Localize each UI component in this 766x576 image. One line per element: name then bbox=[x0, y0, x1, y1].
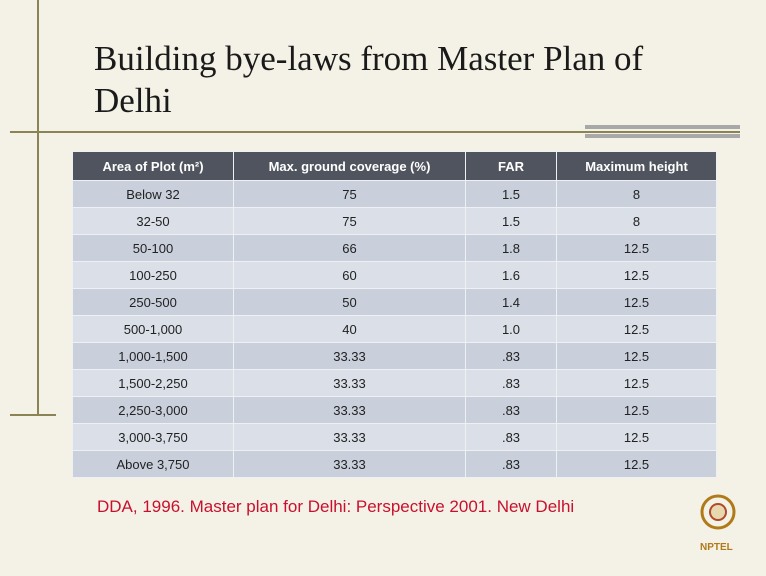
table-cell: 2,250-3,000 bbox=[72, 396, 234, 424]
header-row: Area of Plot (m²) Max. ground coverage (%… bbox=[72, 151, 717, 181]
table-cell: 12.5 bbox=[556, 234, 717, 262]
table-cell: 40 bbox=[233, 315, 466, 343]
header-cell: Area of Plot (m²) bbox=[72, 151, 234, 181]
table-cell: 50 bbox=[233, 288, 466, 316]
header-cell: FAR bbox=[465, 151, 557, 181]
header-cell: Maximum height bbox=[556, 151, 717, 181]
table-cell: 1,500-2,250 bbox=[72, 369, 234, 397]
table-cell: 12.5 bbox=[556, 450, 717, 478]
table-cell: 66 bbox=[233, 234, 466, 262]
table-cell: 8 bbox=[556, 207, 717, 235]
table-cell: .83 bbox=[465, 342, 557, 370]
table-row: 1,000-1,500 33.33.83 12.5 bbox=[72, 342, 717, 370]
header-cell: Max. ground coverage (%) bbox=[233, 151, 466, 181]
logo-core bbox=[709, 503, 727, 521]
table-cell: 3,000-3,750 bbox=[72, 423, 234, 451]
table-cell: 12.5 bbox=[556, 342, 717, 370]
table-cell: 50-100 bbox=[72, 234, 234, 262]
table-row: 3,000-3,750 33.33.83 12.5 bbox=[72, 423, 717, 451]
table-cell: 32-50 bbox=[72, 207, 234, 235]
table-cell: 1,000-1,500 bbox=[72, 342, 234, 370]
table-body: Below 32 75 1.5 8 32-50 75 1.5 8 50-100 66 1.8 12.5… bbox=[72, 180, 717, 478]
table-cell: 33.33 bbox=[233, 450, 466, 478]
table-cell: 100-250 bbox=[72, 261, 234, 289]
table-row: 32-50 75 1.5 8 bbox=[72, 207, 717, 235]
table-cell: 12.5 bbox=[556, 315, 717, 343]
logo-label: NPTEL bbox=[700, 542, 733, 553]
table-cell: Above 3,750 bbox=[72, 450, 234, 478]
table-cell: 12.5 bbox=[556, 396, 717, 424]
table-cell: .83 bbox=[465, 369, 557, 397]
table-cell: 1.5 bbox=[465, 207, 557, 235]
table-cell: Below 32 bbox=[72, 180, 234, 208]
table-row: 100-250 60 1.6 12.5 bbox=[72, 261, 717, 289]
bar bbox=[585, 134, 740, 138]
table-cell: 60 bbox=[233, 261, 466, 289]
table-cell: 1.5 bbox=[465, 180, 557, 208]
title: Building bye-laws from Master Plan of De… bbox=[94, 39, 644, 120]
table-cell: 33.33 bbox=[233, 342, 466, 370]
table-cell: 75 bbox=[233, 180, 466, 208]
table-cell: 12.5 bbox=[556, 369, 717, 397]
table-cell: 75 bbox=[233, 207, 466, 235]
table: Area of Plot (m²) Max. ground coverage (%… bbox=[72, 151, 717, 478]
table-cell: 1.8 bbox=[465, 234, 557, 262]
table-cell: .83 bbox=[465, 450, 557, 478]
table-row: 2,250-3,000 33.33.83 12.5 bbox=[72, 396, 717, 424]
table-cell: 1.6 bbox=[465, 261, 557, 289]
table-row: 250-500 50 1.4 12.5 bbox=[72, 288, 717, 316]
table-cell: 33.33 bbox=[233, 369, 466, 397]
table-row: 500-1,000 40 1.0 12.5 bbox=[72, 315, 717, 343]
table-row: 50-100 66 1.8 12.5 bbox=[72, 234, 717, 262]
table-row: Above 3,750 33.33.83 12.5 bbox=[72, 450, 717, 478]
table-cell: 250-500 bbox=[72, 288, 234, 316]
table-cell: .83 bbox=[465, 396, 557, 424]
bar bbox=[585, 125, 740, 129]
table-cell: 12.5 bbox=[556, 423, 717, 451]
logo-ring bbox=[700, 494, 736, 530]
table-cell: .83 bbox=[465, 423, 557, 451]
table-cell: 500-1,000 bbox=[72, 315, 234, 343]
table-cell: 33.33 bbox=[233, 396, 466, 424]
table-cell: 1.0 bbox=[465, 315, 557, 343]
citation: DDA, 1996. Master plan for Delhi: Perspe… bbox=[97, 497, 575, 516]
table-cell: 8 bbox=[556, 180, 717, 208]
table-cell: 33.33 bbox=[233, 423, 466, 451]
table-cell: 12.5 bbox=[556, 288, 717, 316]
table-row: 1,500-2,250 33.33.83 12.5 bbox=[72, 369, 717, 397]
table-cell: 1.4 bbox=[465, 288, 557, 316]
table-row: Below 32 75 1.5 8 bbox=[72, 180, 717, 208]
table-cell: 12.5 bbox=[556, 261, 717, 289]
